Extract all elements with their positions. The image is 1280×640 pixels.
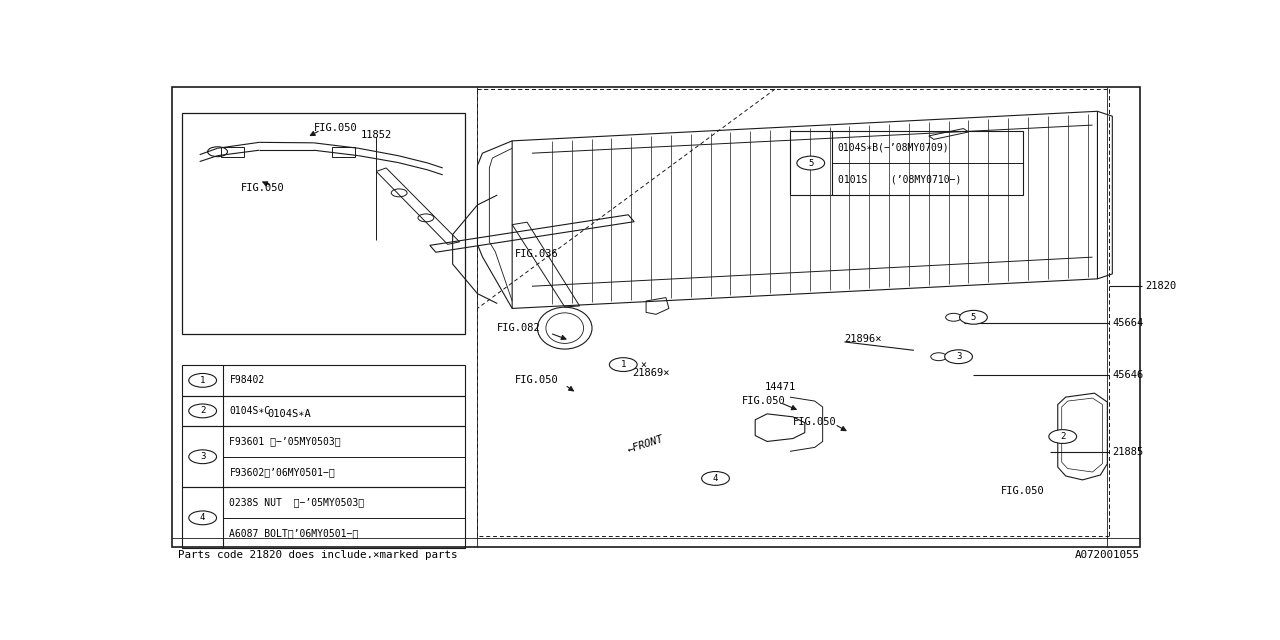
Circle shape	[960, 310, 987, 324]
Bar	[182, 396, 465, 426]
Text: A6087 BOLT（’06MY0501−）: A6087 BOLT（’06MY0501−）	[229, 528, 358, 538]
Circle shape	[188, 450, 216, 463]
Text: F93601 （−’05MY0503）: F93601 （−’05MY0503）	[229, 436, 340, 447]
Circle shape	[701, 472, 730, 485]
Text: FIG.050: FIG.050	[242, 182, 285, 193]
Text: FIG.036: FIG.036	[515, 249, 559, 259]
Text: 21869×: 21869×	[632, 369, 669, 378]
Bar	[220, 147, 244, 157]
Text: 1: 1	[200, 376, 205, 385]
Bar	[182, 426, 465, 487]
Text: 11852: 11852	[361, 130, 392, 140]
Text: 0101S    (’08MY0710−): 0101S (’08MY0710−)	[837, 174, 961, 184]
Text: 45664: 45664	[1112, 318, 1143, 328]
Text: 2: 2	[1060, 432, 1065, 441]
Text: Parts code 21820 does include.×marked parts: Parts code 21820 does include.×marked pa…	[178, 550, 457, 560]
Text: 5: 5	[970, 313, 977, 322]
Text: 3: 3	[956, 352, 961, 361]
Text: FIG.050: FIG.050	[314, 122, 357, 132]
Circle shape	[945, 350, 973, 364]
Text: FIG.082: FIG.082	[498, 323, 541, 333]
Text: 0104S∗C: 0104S∗C	[229, 406, 270, 416]
Text: 4: 4	[200, 513, 205, 522]
Text: A072001055: A072001055	[1075, 550, 1140, 560]
Circle shape	[609, 358, 637, 371]
Text: 4: 4	[713, 474, 718, 483]
Text: 0104S∗B(−’08MY0709): 0104S∗B(−’08MY0709)	[837, 142, 950, 152]
Bar	[182, 365, 465, 396]
Text: 21885: 21885	[1112, 447, 1143, 458]
Text: 21820: 21820	[1146, 281, 1176, 291]
Text: F98402: F98402	[229, 376, 265, 385]
Text: 0238S NUT  （−’05MY0503）: 0238S NUT （−’05MY0503）	[229, 497, 365, 508]
Text: F93602（’06MY0501−）: F93602（’06MY0501−）	[229, 467, 335, 477]
Text: ←FRONT: ←FRONT	[626, 433, 666, 454]
Circle shape	[188, 511, 216, 525]
Bar	[332, 147, 356, 157]
Text: 0104S∗A: 0104S∗A	[268, 410, 311, 419]
Bar	[790, 131, 1023, 195]
Circle shape	[188, 404, 216, 418]
Text: FIG.050: FIG.050	[1001, 486, 1044, 496]
Bar	[182, 487, 465, 548]
Text: 5: 5	[808, 159, 813, 168]
Bar	[182, 113, 465, 334]
Text: FIG.050: FIG.050	[792, 417, 837, 427]
Circle shape	[1048, 429, 1076, 444]
Text: FIG.050: FIG.050	[742, 396, 786, 406]
Circle shape	[797, 156, 824, 170]
Circle shape	[188, 374, 216, 387]
Text: 2: 2	[200, 406, 205, 415]
Text: ×: ×	[640, 360, 646, 369]
Text: 14471: 14471	[765, 382, 796, 392]
Text: FIG.050: FIG.050	[515, 375, 559, 385]
Text: 45646: 45646	[1112, 370, 1143, 380]
Text: 3: 3	[200, 452, 205, 461]
Text: 1: 1	[621, 360, 626, 369]
Text: 21896×: 21896×	[845, 334, 882, 344]
